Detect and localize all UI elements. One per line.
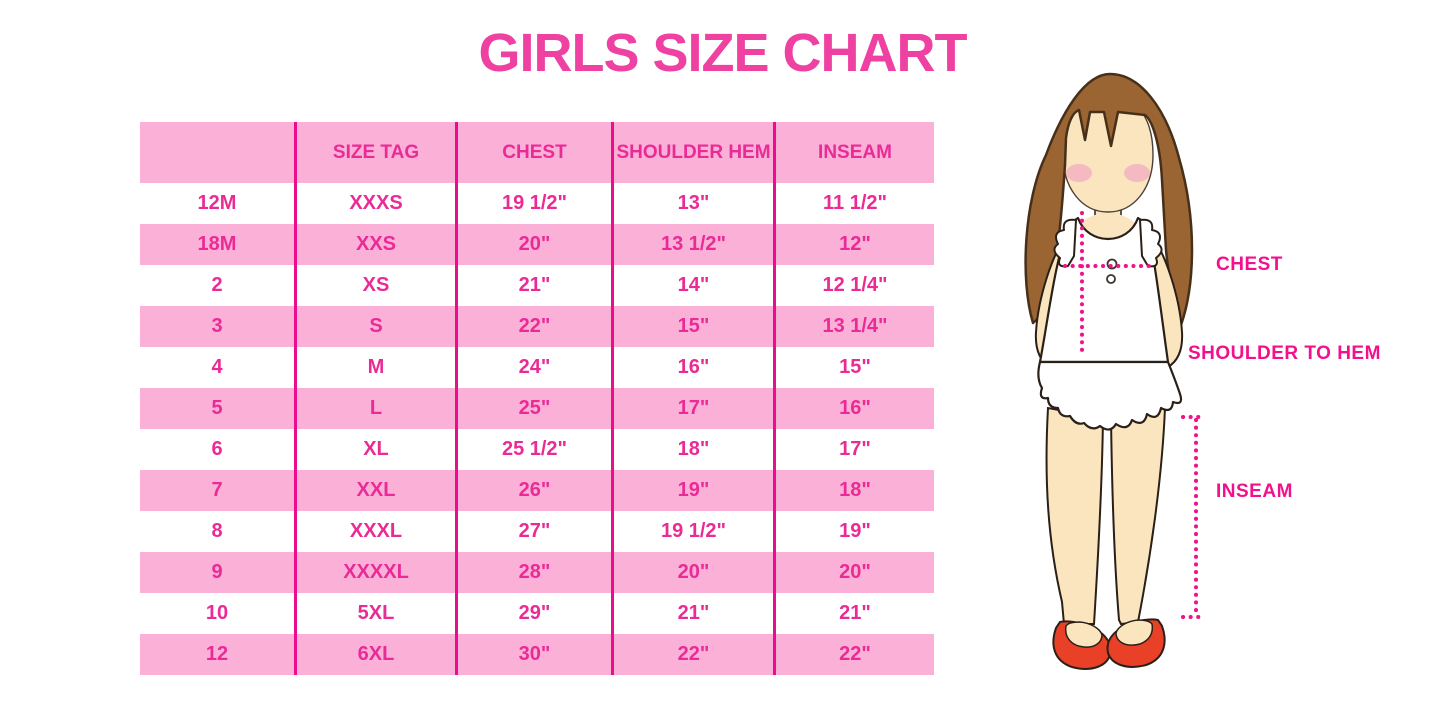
girl-blush-left [1066, 164, 1092, 182]
table-cell: 17" [614, 388, 776, 429]
table-row: 2 XS 21" 14" 12 1/4" [140, 265, 934, 306]
table-cell: L [297, 388, 458, 429]
table-row: 18M XXS 20" 13 1/2" 12" [140, 224, 934, 265]
girls-size-table: SIZE TAG CHEST SHOULDER HEM INSEAM 12M X… [140, 122, 934, 675]
table-row: 9 XXXXL 28" 20" 20" [140, 552, 934, 593]
table-cell: S [297, 306, 458, 347]
table-cell: M [297, 347, 458, 388]
table-row: 12 6XL 30" 22" 22" [140, 634, 934, 675]
table-cell: 25 1/2" [458, 429, 614, 470]
table-cell: 12M [140, 183, 297, 224]
table-row: 4 M 24" 16" 15" [140, 347, 934, 388]
table-cell: 12" [839, 233, 871, 255]
table-cell: 7 [140, 470, 297, 511]
header-cell-blank [140, 122, 297, 183]
girl-leg-right [1109, 406, 1167, 626]
table-cell: 6XL [297, 634, 458, 675]
table-cell: 18" [614, 429, 776, 470]
table-cell: 19" [839, 520, 871, 542]
table-row: 7 XXL 26" 19" 18" [140, 470, 934, 511]
header-cell-chest: CHEST [458, 122, 614, 183]
girl-ruffle-left [1053, 218, 1077, 268]
table-cell: 25" [458, 388, 614, 429]
table-cell: 9 [140, 552, 297, 593]
shoulder-to-hem-measure-label: SHOULDER TO HEM [1188, 343, 1381, 364]
table-row: 12M XXXS 19 1/2" 13" 11 1/2" [140, 183, 934, 224]
table-cell: 22" [839, 643, 871, 665]
table-cell: 26" [458, 470, 614, 511]
girl-leg-left [1045, 406, 1105, 625]
table-cell: 5XL [297, 593, 458, 634]
table-cell: 24" [458, 347, 614, 388]
table-cell: 6 [140, 429, 297, 470]
table-cell: 12 [140, 634, 297, 675]
table-cell: 21" [458, 265, 614, 306]
girl-shoe-right-opening [1115, 619, 1154, 646]
table-cell: 21" [839, 602, 871, 624]
table-cell: XXS [297, 224, 458, 265]
table-cell: 11 1/2" [823, 192, 887, 214]
girl-ruffle-right [1139, 218, 1163, 268]
table-cell: 18M [140, 224, 297, 265]
table-cell: XXXL [297, 511, 458, 552]
table-cell: 17" [839, 438, 871, 460]
table-cell: 5 [140, 388, 297, 429]
girl-top-button-2 [1106, 274, 1116, 284]
table-cell: 18" [839, 479, 871, 501]
table-cell: 22" [614, 634, 776, 675]
header-cell-inseam: INSEAM [818, 141, 892, 163]
girl-blush-right [1124, 164, 1150, 182]
table-header-row: SIZE TAG CHEST SHOULDER HEM INSEAM [140, 122, 934, 183]
table-cell: 3 [140, 306, 297, 347]
girl-measurement-illustration [1024, 72, 1207, 670]
table-cell: 16" [614, 347, 776, 388]
table-cell: 4 [140, 347, 297, 388]
table-row: 6 XL 25 1/2" 18" 17" [140, 429, 934, 470]
table-cell: 27" [458, 511, 614, 552]
table-cell: XXXS [297, 183, 458, 224]
table-cell: XXL [297, 470, 458, 511]
table-row: 5 L 25" 17" 16" [140, 388, 934, 429]
page-title: GIRLS SIZE CHART [478, 23, 967, 83]
girl-skirt [1037, 360, 1183, 431]
table-cell: 22" [458, 306, 614, 347]
table-cell: 20" [839, 561, 871, 583]
table-cell: 13 1/2" [614, 224, 776, 265]
table-cell: 16" [839, 397, 871, 419]
table-row: 8 XXXL 27" 19 1/2" 19" [140, 511, 934, 552]
table-cell: 21" [614, 593, 776, 634]
table-cell: 10 [140, 593, 297, 634]
table-cell: 13 1/4" [822, 315, 888, 337]
table-cell: 13" [614, 183, 776, 224]
table-cell: XXXXL [297, 552, 458, 593]
table-row: 3 S 22" 15" 13 1/4" [140, 306, 934, 347]
table-cell: 28" [458, 552, 614, 593]
table-cell: 2 [140, 265, 297, 306]
table-cell: 30" [458, 634, 614, 675]
table-cell: XL [297, 429, 458, 470]
table-cell: 8 [140, 511, 297, 552]
table-cell: 19 1/2" [614, 511, 776, 552]
table-cell: 15" [839, 356, 871, 378]
table-cell: 15" [614, 306, 776, 347]
table-cell: 14" [614, 265, 776, 306]
table-cell: XS [297, 265, 458, 306]
girl-shoe-left-opening [1064, 621, 1103, 648]
header-cell-size-tag: SIZE TAG [297, 122, 458, 183]
table-cell: 29" [458, 593, 614, 634]
header-cell-shoulder-hem: SHOULDER HEM [614, 122, 776, 183]
table-row: 10 5XL 29" 21" 21" [140, 593, 934, 634]
chest-measure-label: CHEST [1216, 254, 1283, 275]
table-cell: 19 1/2" [458, 183, 614, 224]
table-cell: 19" [614, 470, 776, 511]
table-cell: 20" [458, 224, 614, 265]
inseam-measure-label: INSEAM [1216, 481, 1293, 502]
table-cell: 20" [614, 552, 776, 593]
table-cell: 12 1/4" [822, 274, 888, 296]
